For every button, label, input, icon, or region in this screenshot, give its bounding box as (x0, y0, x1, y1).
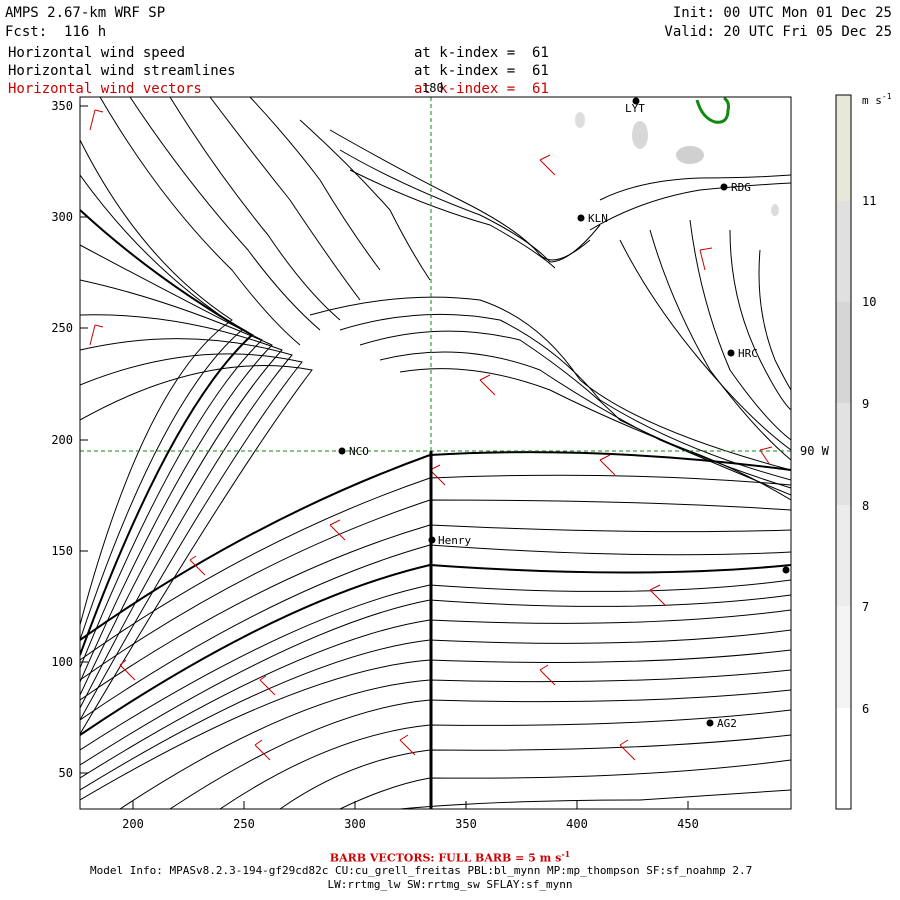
station-marker (577, 214, 585, 222)
colorbar-segment (836, 505, 851, 606)
field-level-vectors: at k-index = 61 (414, 81, 549, 97)
valid-time: Valid: 20 UTC Fri 05 Dec 25 (664, 24, 892, 40)
y-tick-label: 50 (59, 766, 73, 780)
y-tick-label: 300 (51, 210, 73, 224)
field-label-speed: Horizontal wind speed (8, 45, 186, 61)
y-tick-label: 350 (51, 99, 73, 113)
init-time: Init: 00 UTC Mon 01 Dec 25 (672, 5, 892, 21)
station-marker (428, 536, 436, 544)
station-label: HRC (738, 347, 758, 360)
x-tick-label: 350 (455, 817, 477, 831)
x-tick-label: 450 (677, 817, 699, 831)
field-level-streamlines: at k-index = 61 (414, 63, 549, 79)
meridian-label: 180 (422, 81, 444, 95)
colorbar-label: 8 (862, 499, 869, 513)
station-marker (782, 566, 790, 574)
station-marker (338, 447, 346, 455)
station-label: AG2 (717, 717, 737, 730)
colorbar-segment (836, 201, 851, 302)
model-title: AMPS 2.67-km WRF SP (5, 5, 166, 21)
colorbar-label: 9 (862, 397, 869, 411)
station-marker (720, 183, 728, 191)
colorbar-label: 6 (862, 702, 869, 716)
x-axis: 200 250 300 350 400 450 (122, 801, 699, 831)
colorbar: m s-1 11 10 9 8 7 6 (835, 92, 892, 810)
field-level-speed: at k-index = 61 (414, 45, 549, 61)
colorbar-label: 10 (862, 295, 876, 309)
colorbar-segment (836, 95, 851, 201)
parallel-label: 90 W (800, 444, 830, 458)
colorbar-label: 11 (862, 194, 876, 208)
station-marker (706, 719, 714, 727)
barb-note: BARB VECTORS: FULL BARB = 5 m s-1 (329, 849, 571, 865)
colorbar-segment (836, 606, 851, 708)
physics-info: LW:rrtmg_lw SW:rrtmg_sw SFLAY:sf_mynn (327, 878, 573, 891)
colorbar-segment (836, 403, 851, 505)
station-label: KLN (588, 212, 608, 225)
terrain-shading (575, 97, 779, 216)
y-axis: 350 300 250 200 150 100 50 (51, 99, 88, 780)
station-label: NCO (349, 445, 369, 458)
field-label-streamlines: Horizontal wind streamlines (8, 63, 236, 79)
colorbar-segment (836, 302, 851, 403)
y-tick-label: 200 (51, 433, 73, 447)
station-label: RDG (731, 181, 751, 194)
model-info: Model Info: MPASv8.2.3-194-gf29cd82c CU:… (90, 864, 753, 877)
x-tick-label: 400 (566, 817, 588, 831)
y-tick-label: 250 (51, 321, 73, 335)
colorbar-label: 7 (862, 600, 869, 614)
station-label: LYT (625, 102, 645, 115)
station-marker (727, 349, 735, 357)
coastline (695, 97, 730, 124)
y-tick-label: 100 (51, 655, 73, 669)
station-label: Henry (438, 534, 471, 547)
colorbar-segment (836, 708, 851, 809)
field-label-vectors: Horizontal wind vectors (8, 81, 202, 97)
x-tick-label: 250 (233, 817, 255, 831)
stations: LYT RDG KLN HRC NCO Henry AG2 (338, 97, 790, 730)
y-tick-label: 150 (51, 544, 73, 558)
streamlines (80, 97, 791, 809)
x-tick-label: 300 (344, 817, 366, 831)
x-tick-label: 200 (122, 817, 144, 831)
colorbar-units: m s-1 (862, 92, 892, 107)
plot-frame (79, 96, 792, 810)
station-marker (632, 97, 640, 105)
forecast-hour: Fcst: 116 h (5, 24, 107, 40)
